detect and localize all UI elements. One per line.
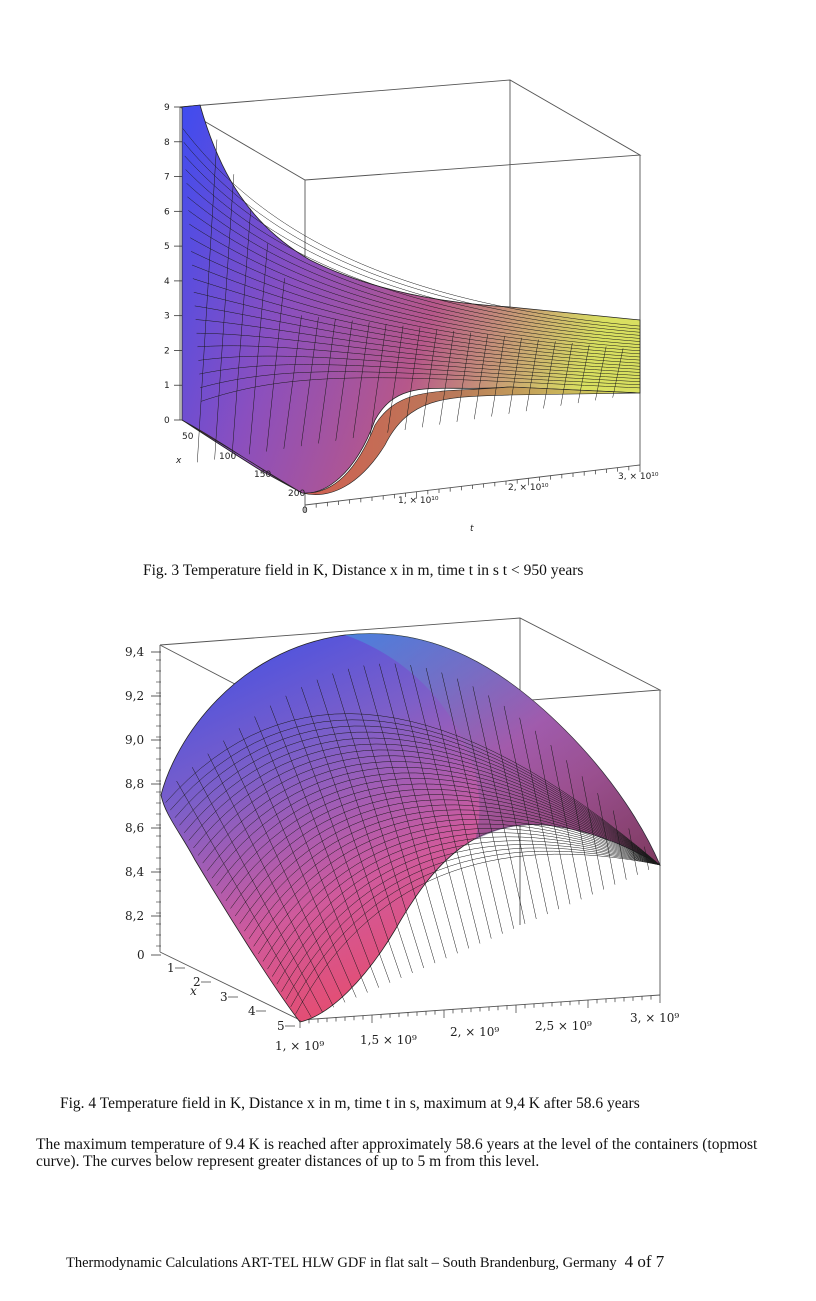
t-tick-label: 2, × 10⁹ xyxy=(450,1025,499,1039)
x-tick-label: 5 xyxy=(277,1019,285,1033)
t-tick-label: 3, × 10¹⁰ xyxy=(618,472,659,482)
t-tick-label: 1,5 × 10⁹ xyxy=(360,1033,417,1047)
z-tick-label: 3 xyxy=(164,312,170,322)
surface-mesh xyxy=(182,128,641,463)
x-tick-label: 1 xyxy=(167,961,175,975)
t-tick-label: 3, × 10⁹ xyxy=(630,1011,679,1025)
t-tick-label: 2, × 10¹⁰ xyxy=(508,483,549,493)
z-tick-label: 9 xyxy=(164,103,170,113)
x-axis-label: x xyxy=(190,984,197,998)
z-tick-label: 2 xyxy=(164,346,170,356)
figure-4-plot: 8,2 8,4 8,6 8,8 9,0 9,2 9,4 0 1 2 3 4 5 1, × 10⁹ 1,5… xyxy=(125,617,679,1053)
x-tick-label: 2 xyxy=(193,975,201,989)
z-tick-label: 8,4 xyxy=(125,865,144,879)
page-number: 4 of 7 xyxy=(624,1252,665,1271)
z-tick-label: 9,0 xyxy=(125,733,144,747)
z-tick-label: 8 xyxy=(164,138,170,148)
figure-4: 8,2 8,4 8,6 8,8 9,0 9,2 9,4 0 1 2 3 4 5 1, × 10⁹ 1,5… xyxy=(115,610,695,1060)
z-tick-label: 0 xyxy=(137,948,145,962)
x-tick-label: 3 xyxy=(220,990,228,1004)
t-axis-label: t xyxy=(470,524,474,534)
x-axis-label: x xyxy=(175,456,182,466)
z-tick-label: 9,4 xyxy=(125,645,144,659)
figure-3-caption: Fig. 3 Temperature field in K, Distance … xyxy=(143,562,584,579)
t-tick-label: 1, × 10⁹ xyxy=(275,1039,324,1053)
t-tick-label: 1, × 10¹⁰ xyxy=(398,496,439,506)
z-tick-label: 8,2 xyxy=(125,909,144,923)
x-tick-label: 100 xyxy=(219,452,236,462)
page-footer: Thermodynamic Calculations ART-TEL HLW G… xyxy=(66,1252,664,1272)
body-paragraph: The maximum temperature of 9.4 K is reac… xyxy=(36,1136,758,1170)
z-tick-label: 7 xyxy=(164,173,170,183)
z-tick-label: 4 xyxy=(164,277,170,287)
x-tick-label: 200 xyxy=(288,489,305,499)
figure-4-caption: Fig. 4 Temperature field in K, Distance … xyxy=(60,1095,640,1112)
footer-text: Thermodynamic Calculations ART-TEL HLW G… xyxy=(66,1255,617,1271)
t-tick-label: 2,5 × 10⁹ xyxy=(535,1019,592,1033)
x-tick-label: 50 xyxy=(182,432,194,442)
x-tick-label: 4 xyxy=(248,1004,256,1018)
z-tick-label: 0 xyxy=(164,416,170,426)
surface-mesh xyxy=(165,663,661,1018)
x-tick-label: 150 xyxy=(254,470,271,480)
z-tick-label: 5 xyxy=(164,242,170,252)
z-tick-label: 8,6 xyxy=(125,821,144,835)
z-tick-label: 6 xyxy=(164,207,170,217)
z-tick-label: 8,8 xyxy=(125,777,144,791)
z-tick-label: 1 xyxy=(164,381,170,391)
z-tick-label: 9,2 xyxy=(125,689,144,703)
